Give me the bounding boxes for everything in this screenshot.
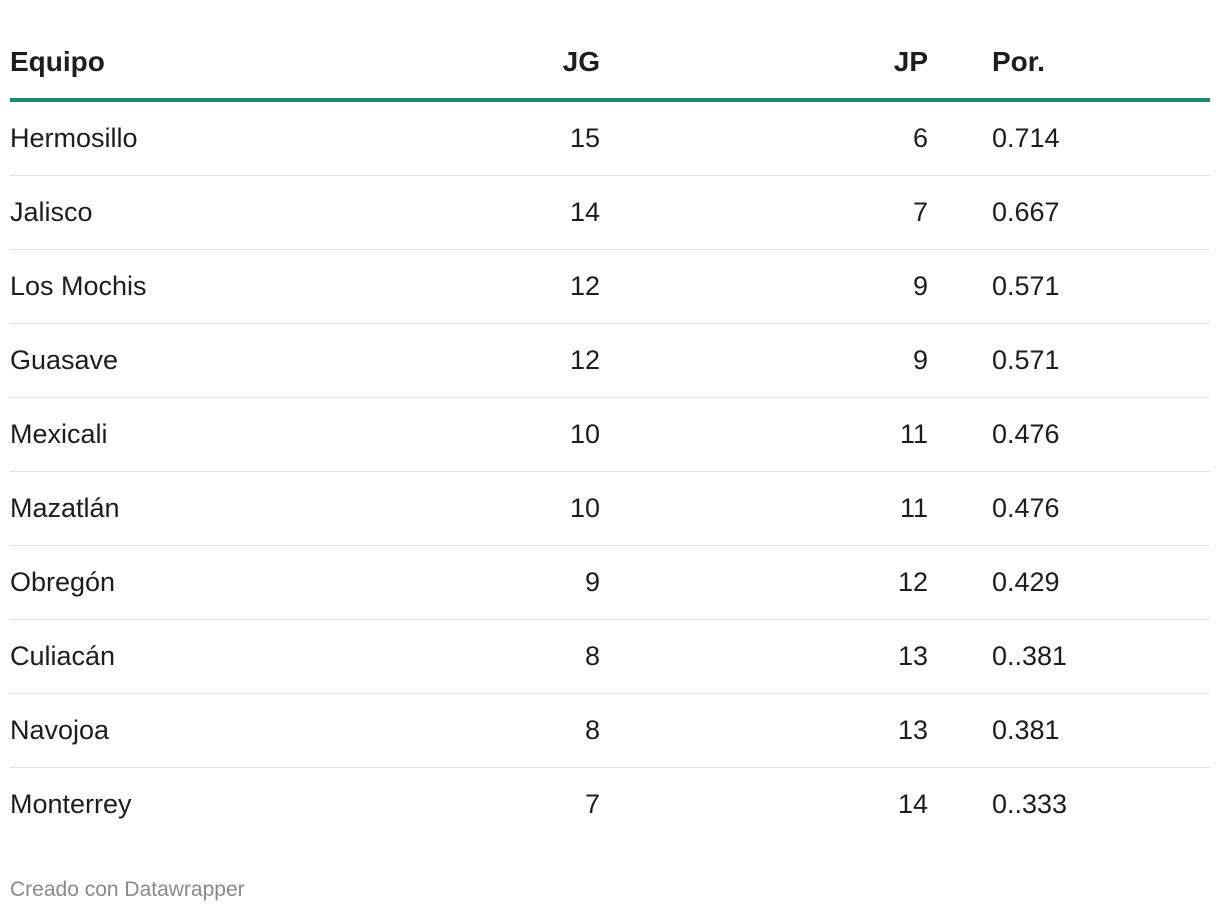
cell-equipo: Los Mochis bbox=[10, 249, 410, 324]
cell-jg: 15 bbox=[410, 100, 600, 176]
column-header-equipo: Equipo bbox=[10, 26, 410, 102]
table-row: Mexicali 10 11 0.476 bbox=[10, 397, 1210, 472]
table-body: Hermosillo 15 6 0.714 Jalisco 14 7 0.667 Los Moc… bbox=[10, 100, 1210, 841]
cell-por: 0.381 bbox=[928, 693, 1210, 768]
column-header-jg: JG bbox=[410, 26, 600, 102]
cell-jp: 11 bbox=[600, 471, 928, 546]
cell-jp: 6 bbox=[600, 100, 928, 176]
cell-jg: 14 bbox=[410, 175, 600, 250]
cell-jg: 12 bbox=[410, 323, 600, 398]
cell-jg: 8 bbox=[410, 693, 600, 768]
cell-equipo: Mazatlán bbox=[10, 471, 410, 546]
cell-jp: 9 bbox=[600, 323, 928, 398]
cell-equipo: Navojoa bbox=[10, 693, 410, 768]
cell-jp: 13 bbox=[600, 693, 928, 768]
cell-jp: 9 bbox=[600, 249, 928, 324]
cell-jg: 10 bbox=[410, 397, 600, 472]
table-row: Los Mochis 12 9 0.571 bbox=[10, 249, 1210, 324]
table-row: Mazatlán 10 11 0.476 bbox=[10, 471, 1210, 546]
cell-por: 0..333 bbox=[992, 789, 1068, 819]
cell-equipo: Guasave bbox=[10, 323, 410, 398]
table-row: Guasave 12 9 0.571 bbox=[10, 323, 1210, 398]
table-header-row: Equipo JG JP Por. bbox=[10, 26, 1210, 102]
cell-jg: 12 bbox=[410, 249, 600, 324]
cell-jg: 9 bbox=[410, 545, 600, 620]
cell-equipo: Mexicali bbox=[10, 397, 410, 472]
cell-por: 0.667 bbox=[928, 175, 1210, 250]
table-row: Hermosillo 15 6 0.714 bbox=[10, 100, 1210, 176]
cell-equipo: Monterrey bbox=[10, 789, 132, 819]
cell-por: 0.429 bbox=[928, 545, 1210, 620]
table-row: Jalisco 14 7 0.667 bbox=[10, 175, 1210, 250]
cell-jp: 13 bbox=[600, 619, 928, 694]
cell-por: 0..381 bbox=[928, 619, 1210, 694]
cell-jg: 7 bbox=[584, 789, 600, 819]
standings-table: Equipo JG JP Por. Hermosillo 15 6 0.714 Jali… bbox=[10, 26, 1210, 841]
cell-por: 0.571 bbox=[928, 323, 1210, 398]
cell-jp: 7 bbox=[600, 175, 928, 250]
table-row: Monterrey 7 14 0..333 bbox=[10, 768, 1210, 842]
column-header-por: Por. bbox=[928, 26, 1210, 102]
cell-equipo: Jalisco bbox=[10, 175, 410, 250]
cell-equipo: Culiacán bbox=[10, 619, 410, 694]
cell-por: 0.714 bbox=[928, 100, 1210, 176]
column-header-jp: JP bbox=[600, 26, 928, 102]
cell-jp: 11 bbox=[600, 397, 928, 472]
table-row: Culiacán 8 13 0..381 bbox=[10, 619, 1210, 694]
table-row: Navojoa 8 13 0.381 bbox=[10, 693, 1210, 768]
cell-jp: 12 bbox=[600, 545, 928, 620]
cell-por: 0.476 bbox=[928, 397, 1210, 472]
datawrapper-credit: Creado con Datawrapper bbox=[10, 878, 245, 901]
cell-equipo: Obregón bbox=[10, 545, 410, 620]
cell-por: 0.571 bbox=[928, 249, 1210, 324]
cell-jg: 8 bbox=[410, 619, 600, 694]
cell-por: 0.476 bbox=[928, 471, 1210, 546]
cell-equipo: Hermosillo bbox=[10, 100, 410, 176]
standings-table-container: Equipo JG JP Por. Hermosillo 15 6 0.714 Jali… bbox=[10, 26, 1210, 841]
cell-jg: 10 bbox=[410, 471, 600, 546]
table-row: Obregón 9 12 0.429 bbox=[10, 545, 1210, 620]
cell-jp: 14 bbox=[897, 789, 928, 819]
